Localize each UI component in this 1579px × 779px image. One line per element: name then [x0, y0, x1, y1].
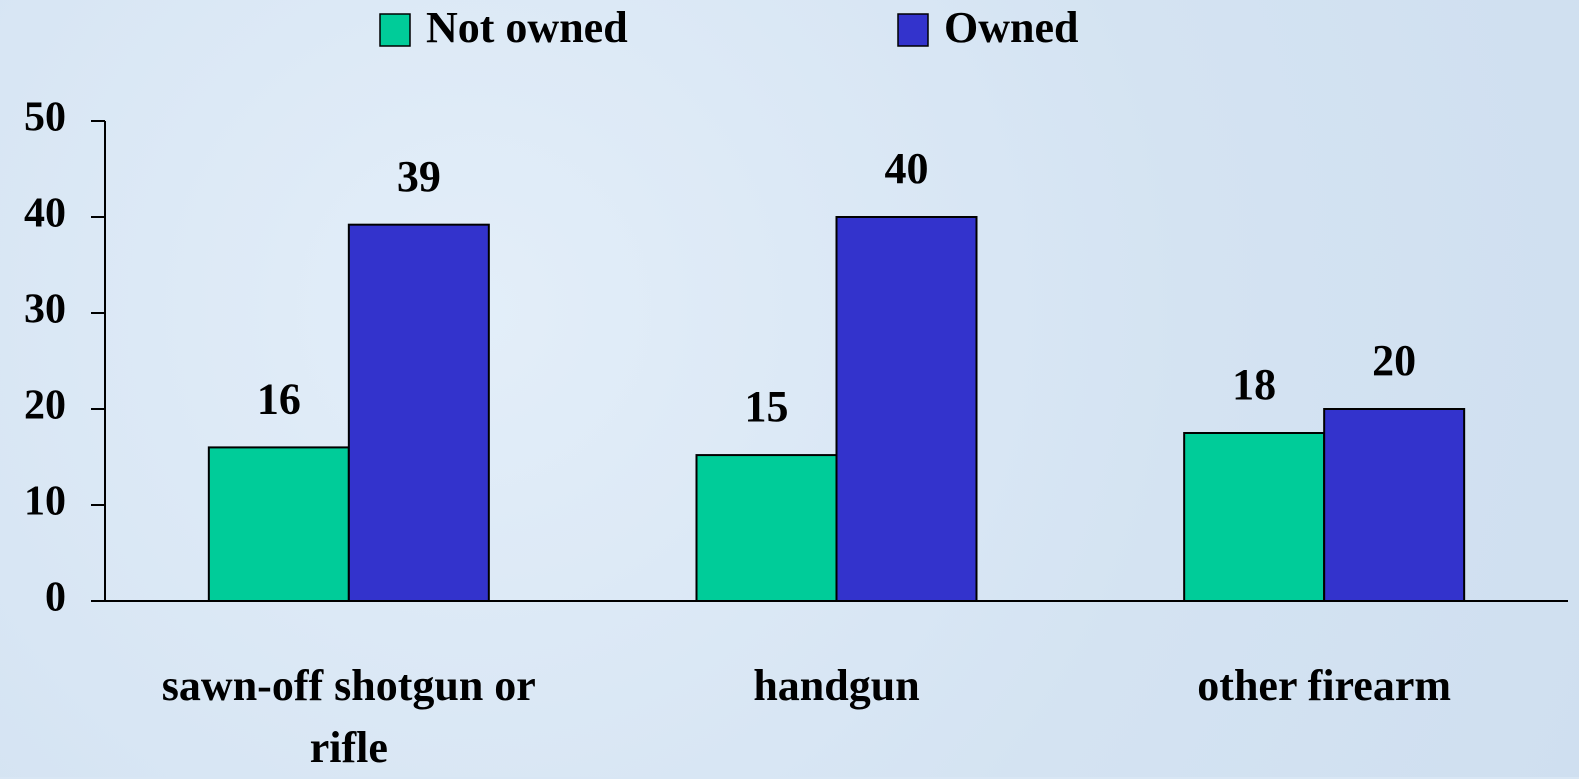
- legend-swatch: [379, 13, 411, 47]
- value-label: 39: [397, 152, 441, 201]
- bar: [835, 216, 978, 602]
- y-tick-label: 40: [24, 191, 66, 237]
- bar: [1323, 408, 1466, 602]
- legend-label: Owned: [944, 3, 1078, 52]
- value-label: 15: [745, 382, 789, 431]
- bar: [1183, 432, 1326, 602]
- legend-label: Not owned: [426, 3, 628, 52]
- value-label: 18: [1232, 360, 1276, 409]
- bar: [207, 446, 350, 602]
- value-label: 40: [885, 144, 929, 193]
- value-label: 16: [257, 374, 301, 423]
- y-tick-label: 10: [24, 479, 66, 525]
- x-tick-label: other firearm: [1197, 661, 1452, 710]
- x-tick-label: sawn-off shotgun or rifle: [161, 661, 536, 772]
- y-tick-label: 50: [24, 95, 66, 141]
- y-tick-label: 20: [24, 383, 66, 429]
- y-tick-label: 30: [24, 287, 66, 333]
- bar: [347, 223, 490, 602]
- bar: [695, 454, 838, 602]
- legend-swatch: [897, 13, 929, 47]
- value-label: 20: [1372, 336, 1416, 385]
- y-tick-label: 0: [45, 575, 66, 621]
- x-tick-label: handgun: [753, 661, 920, 710]
